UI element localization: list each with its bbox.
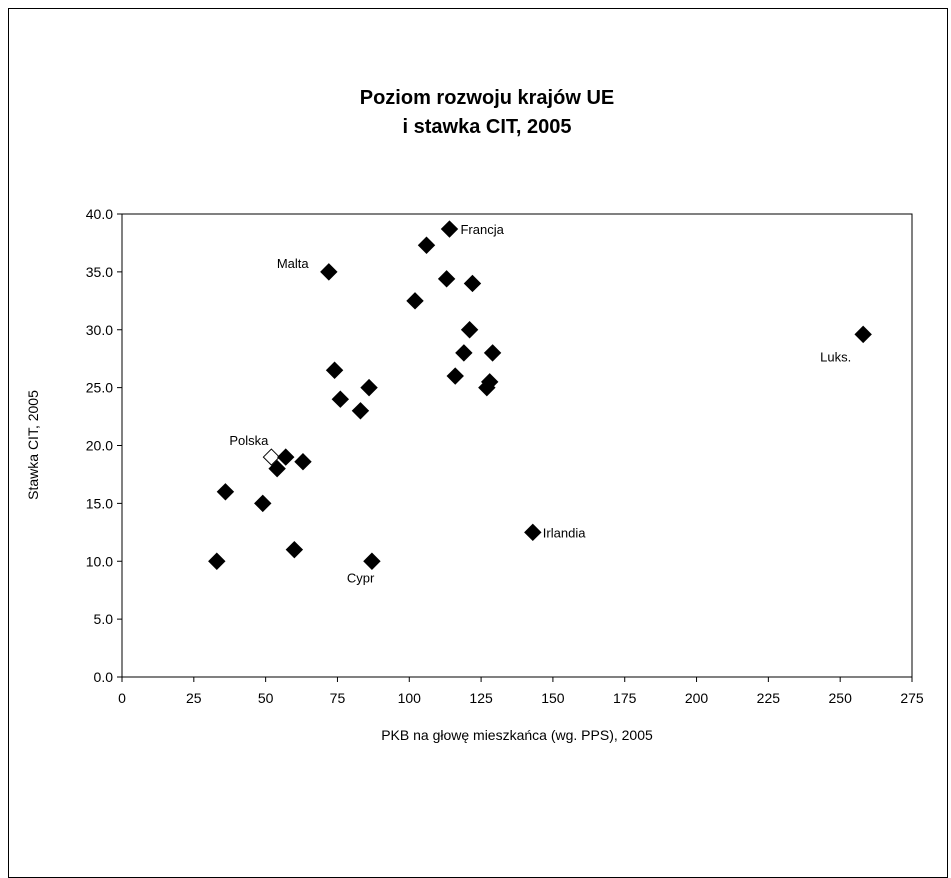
x-axis-label: PKB na głowę mieszkańca (wg. PPS), 2005 xyxy=(381,727,653,743)
x-tick-label: 275 xyxy=(900,690,924,706)
data-point xyxy=(463,274,482,293)
data-point xyxy=(437,270,456,288)
y-axis: 0.0 5.0 10.0 15.0 20.0 25.0 30.0 35.0 40.0 xyxy=(86,206,122,685)
y-axis-label: Stawka CIT, 2005 xyxy=(25,390,41,500)
data-points xyxy=(208,220,872,570)
data-point xyxy=(417,236,436,254)
annotation-label: Irlandia xyxy=(543,525,586,540)
scatter-chart: Poziom rozwoju krajów UE i stawka CIT, 2… xyxy=(25,87,924,743)
y-tick-label: 30.0 xyxy=(86,322,113,338)
data-point xyxy=(481,373,499,391)
data-point xyxy=(285,540,304,559)
point-luks xyxy=(854,325,872,344)
y-tick-label: 25.0 xyxy=(86,380,113,396)
y-tick-label: 0.0 xyxy=(94,669,114,685)
chart-title-line-2: i stawka CIT, 2005 xyxy=(403,116,572,138)
x-axis: 0 25 50 75 100 125 150 175 200 225 250 275 xyxy=(118,677,924,706)
point-polska xyxy=(262,448,281,466)
data-point xyxy=(460,321,479,339)
annotations: Polska Malta Cypr Francja Irlandia Luks. xyxy=(229,222,851,585)
data-point xyxy=(446,367,464,385)
chart-frame: Poziom rozwoju krajów UE i stawka CIT, 2… xyxy=(8,8,948,878)
data-point xyxy=(483,344,502,362)
data-point xyxy=(254,494,272,513)
data-point xyxy=(268,459,286,478)
annotation-label: Francja xyxy=(460,222,504,237)
y-tick-label: 20.0 xyxy=(86,438,113,454)
annotation-label: Polska xyxy=(229,433,269,448)
point-cypr xyxy=(363,552,381,570)
data-point xyxy=(360,378,378,397)
x-tick-label: 25 xyxy=(186,690,202,706)
x-tick-label: 175 xyxy=(613,690,637,706)
annotation-label: Cypr xyxy=(347,570,375,585)
data-point xyxy=(406,292,424,310)
annotation-label: Luks. xyxy=(820,349,851,364)
point-francja xyxy=(440,220,459,238)
annotation-label: Malta xyxy=(277,256,310,271)
x-tick-label: 75 xyxy=(330,690,346,706)
y-tick-label: 5.0 xyxy=(94,611,114,627)
point-malta xyxy=(320,263,338,281)
chart-title-line-1: Poziom rozwoju krajów UE xyxy=(360,87,614,109)
x-tick-label: 150 xyxy=(541,690,565,706)
data-point xyxy=(331,390,350,408)
y-tick-label: 15.0 xyxy=(86,495,113,511)
data-point xyxy=(294,452,312,471)
point-irlandia xyxy=(524,523,542,542)
x-tick-label: 200 xyxy=(685,690,709,706)
data-point xyxy=(455,344,473,362)
y-tick-label: 35.0 xyxy=(86,264,113,280)
x-tick-label: 225 xyxy=(757,690,781,706)
x-tick-label: 100 xyxy=(398,690,422,706)
x-tick-label: 0 xyxy=(118,690,126,706)
data-point xyxy=(208,552,226,570)
data-point xyxy=(325,361,344,379)
y-tick-label: 40.0 xyxy=(86,206,113,222)
data-point xyxy=(216,483,235,501)
x-tick-label: 50 xyxy=(258,690,274,706)
data-point xyxy=(277,448,295,466)
data-point xyxy=(351,402,370,420)
y-tick-label: 10.0 xyxy=(86,553,113,569)
x-tick-label: 125 xyxy=(469,690,493,706)
x-tick-label: 250 xyxy=(829,690,853,706)
